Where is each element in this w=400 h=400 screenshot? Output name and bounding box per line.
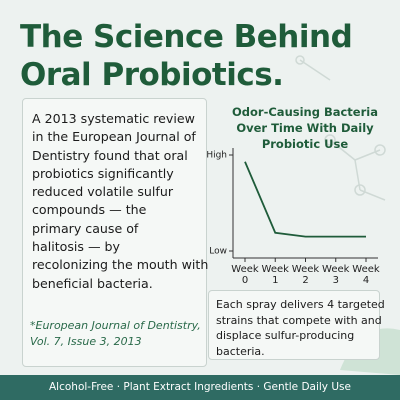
callout-line: strains that compete with and [216,313,382,327]
x-tick-label: Week 0 [231,264,259,286]
callout-text: Each spray delivers 4 targeted strains th… [216,297,385,359]
footnote-line: Vol. 7, Issue 3, 2013 [30,335,142,348]
text-box [22,98,207,367]
x-tick-label: Week 2 [291,264,320,286]
chart-title-line: Over Time With Daily [236,121,374,135]
body-line: probiotics significantly [32,165,174,181]
body-line: Dentistry found that oral [32,147,188,163]
chart-title: Odor-Causing Bacteria Over Time With Dail… [220,104,390,152]
title-line: The Science Behind [20,19,353,55]
x-tick-label: Week 1 [261,264,289,286]
body-line: beneficial bacteria. [32,275,153,291]
chart-title-line: Probiotic Use [261,137,349,151]
y-tick-label: High [206,151,227,161]
title-line: Oral Probiotics. [20,57,284,93]
body-line: A 2013 systematic review [32,111,195,126]
footnote: *European Journal of Dentistry, Vol. 7, I… [30,318,201,350]
callout-line: bacteria. [216,344,265,358]
data-line [244,161,366,238]
footer: Alcohol-Free · Plant Extract Ingredients… [0,375,400,400]
body-text: A 2013 systematic review in the European … [32,110,208,293]
title: The Science Behind Oral Probiotics. [20,18,353,94]
body-line: compounds — the [32,202,147,218]
x-tick-label: Week 4 [352,264,380,286]
callout-box [208,290,380,360]
body-line: recolonizing the mouth with [32,257,209,273]
footnote-line: *European Journal of Dentistry, [30,319,201,332]
x-tick-label: Week 3 [322,264,350,286]
body-line: primary cause of [32,220,139,236]
body-line: halitosis — by [32,239,121,255]
body-line: reduced volatile sulfur [32,184,173,200]
y-tick-label: Low [209,247,227,257]
chart-title-line: Odor-Causing Bacteria [232,105,378,119]
callout-line: Each spray delivers 4 targeted [216,298,385,311]
body-line: in the European Journal of [32,129,196,145]
callout-line: displace sulfur-producing [216,329,355,342]
